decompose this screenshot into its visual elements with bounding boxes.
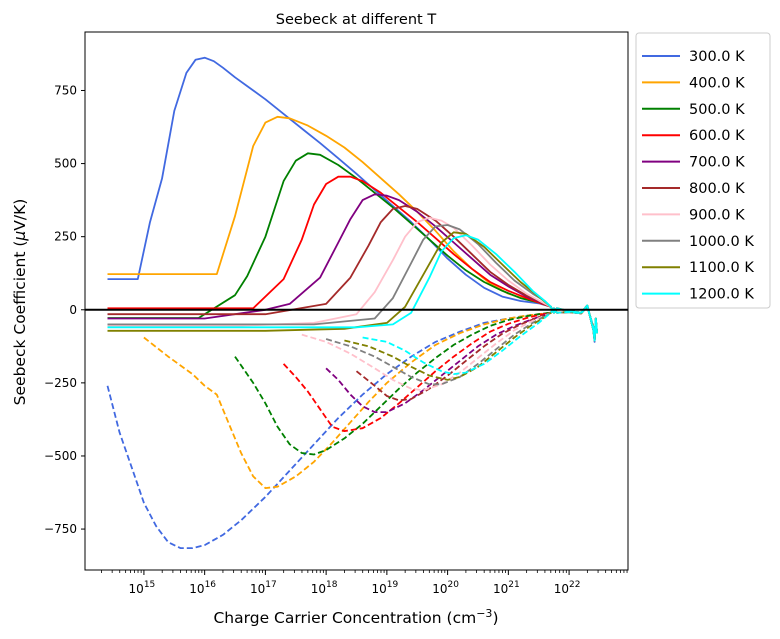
series-400k-p-type-line	[107, 115, 598, 342]
legend: 300.0 K 400.0 K 500.0 K 600.0 K 700.0 K 800.0…	[635, 32, 771, 309]
y-tick-label: −750	[44, 522, 77, 536]
x-axis-label: Charge Carrier Concentration (cm−3)	[213, 607, 498, 627]
legend-label: 1000.0 K	[689, 234, 754, 250]
plot-body	[85, 56, 628, 549]
y-tick-label: −500	[44, 449, 77, 463]
x-tick-label: 1018	[311, 580, 338, 596]
series-1200k-n-type-line	[362, 305, 598, 376]
legend-label: 900.0 K	[689, 207, 745, 223]
series-400k-n-type-line	[143, 305, 598, 490]
x-tick-label: 1022	[554, 580, 581, 596]
legend-label: 1200.0 K	[689, 287, 754, 303]
legend-label: 700.0 K	[689, 155, 745, 171]
y-axis-label: Seebeck Coefficient (μV/K)	[11, 199, 29, 406]
series-900k-n-type-line	[301, 305, 598, 392]
y-tick-label: 250	[54, 230, 77, 244]
y-tick-label: 750	[54, 83, 77, 97]
chart-title: Seebeck at different T	[276, 12, 437, 28]
y-tick-label: −250	[44, 376, 77, 390]
x-tick-label: 1015	[129, 580, 156, 596]
series-600k-n-type-line	[282, 305, 598, 433]
y-tick-label: 500	[54, 157, 77, 171]
series-700k-n-type-line	[325, 305, 598, 414]
y-tick-label: 0	[69, 303, 77, 317]
legend-label: 800.0 K	[689, 181, 745, 197]
legend-label: 1100.0 K	[689, 260, 754, 276]
axes: −750 −500 −250 0 250 500 750 1015 1016 1017 1018 10…	[44, 83, 628, 596]
legend-label: 500.0 K	[689, 102, 745, 118]
legend-label: 400.0 K	[689, 75, 745, 91]
x-tick-label: 1017	[250, 580, 277, 596]
x-tick-label: 1020	[432, 580, 459, 596]
x-tick-label: 1019	[372, 580, 399, 596]
series-500k-p-type-line	[107, 152, 598, 342]
x-tick-label: 1021	[493, 580, 520, 596]
legend-box	[635, 32, 771, 309]
series-800k-n-type-line	[355, 305, 598, 402]
legend-label: 300.0 K	[689, 49, 745, 65]
series-500k-n-type-line	[234, 305, 598, 456]
plot-frame	[84, 31, 629, 571]
series-300k-n-type-line	[106, 305, 598, 549]
legend-label: 600.0 K	[689, 128, 745, 144]
x-tick-label: 1016	[189, 580, 216, 596]
series-900k-p-type-line	[107, 216, 598, 342]
